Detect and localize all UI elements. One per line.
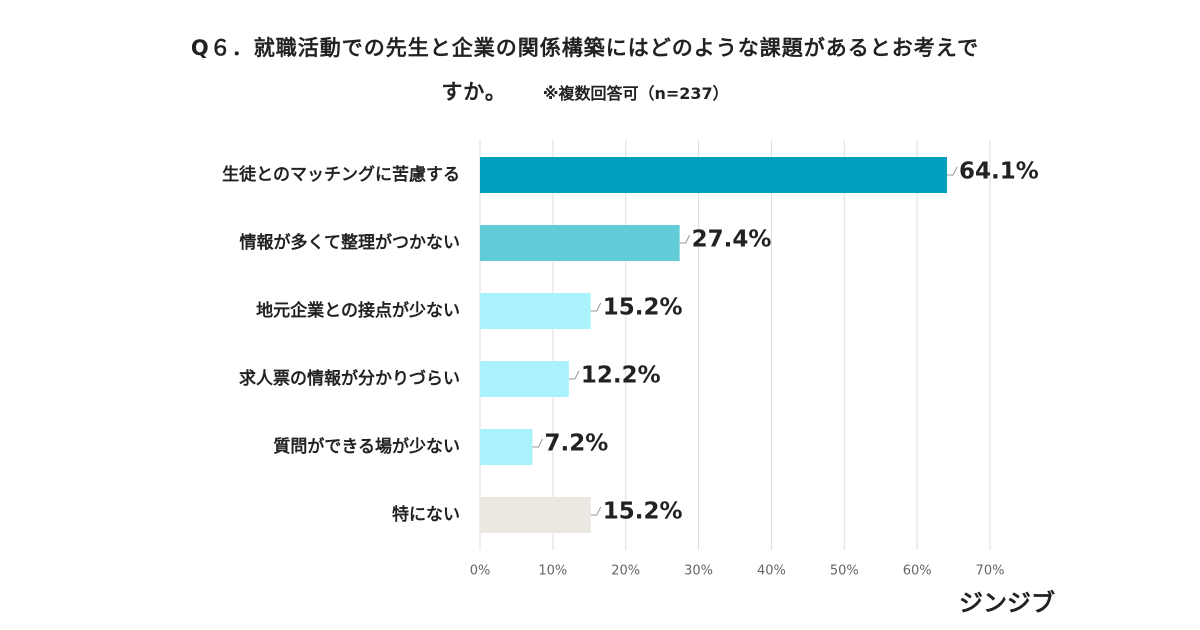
- chart-subtitle: ※複数回答可（n=237）: [542, 84, 729, 103]
- leader-line: [679, 234, 691, 244]
- leader-line: [947, 166, 958, 176]
- logo: ジンジブ: [959, 589, 1055, 617]
- chart-title: Q６．就職活動での先生と企業の関係構築にはどのような課題があるとお考えですか。: [190, 36, 980, 104]
- value-label: 64.1%: [959, 159, 1039, 185]
- x-tick-label: 0%: [470, 564, 491, 579]
- x-tick-label: 10%: [538, 564, 567, 579]
- x-tick-label: 60%: [903, 564, 932, 579]
- leader-line: [568, 370, 580, 380]
- leader-line: [590, 506, 602, 516]
- bar: [480, 429, 533, 465]
- x-tick-label: 40%: [757, 564, 786, 579]
- x-tick-label: 30%: [684, 564, 713, 579]
- x-tick-label: 50%: [830, 564, 859, 579]
- category-label: 情報が多くて整理がつかない: [240, 232, 461, 253]
- bar: [480, 293, 591, 329]
- value-label: 7.2%: [544, 431, 608, 457]
- leader-line: [590, 302, 602, 312]
- category-label: 特にない: [392, 504, 460, 525]
- value-label: 15.2%: [603, 499, 683, 525]
- category-label: 求人票の情報が分かりづらい: [239, 368, 460, 389]
- value-label: 15.2%: [603, 295, 683, 321]
- bar: [480, 225, 680, 261]
- value-label: 27.4%: [692, 227, 772, 253]
- category-label: 生徒とのマッチングに苦慮する: [222, 164, 460, 185]
- bar: [480, 497, 591, 533]
- leader-line: [532, 438, 543, 448]
- bar: [480, 361, 569, 397]
- x-tick-label: 20%: [611, 564, 640, 579]
- bar: [480, 157, 948, 193]
- category-label: 質問ができる場が少ない: [273, 436, 460, 457]
- x-tick-label: 70%: [976, 564, 1005, 579]
- value-label: 12.2%: [581, 363, 661, 389]
- category-label: 地元企業との接点が少ない: [256, 300, 460, 321]
- chart-title-block: Q６．就職活動での先生と企業の関係構築にはどのような課題があるとお考えですか。 ※…: [190, 26, 980, 116]
